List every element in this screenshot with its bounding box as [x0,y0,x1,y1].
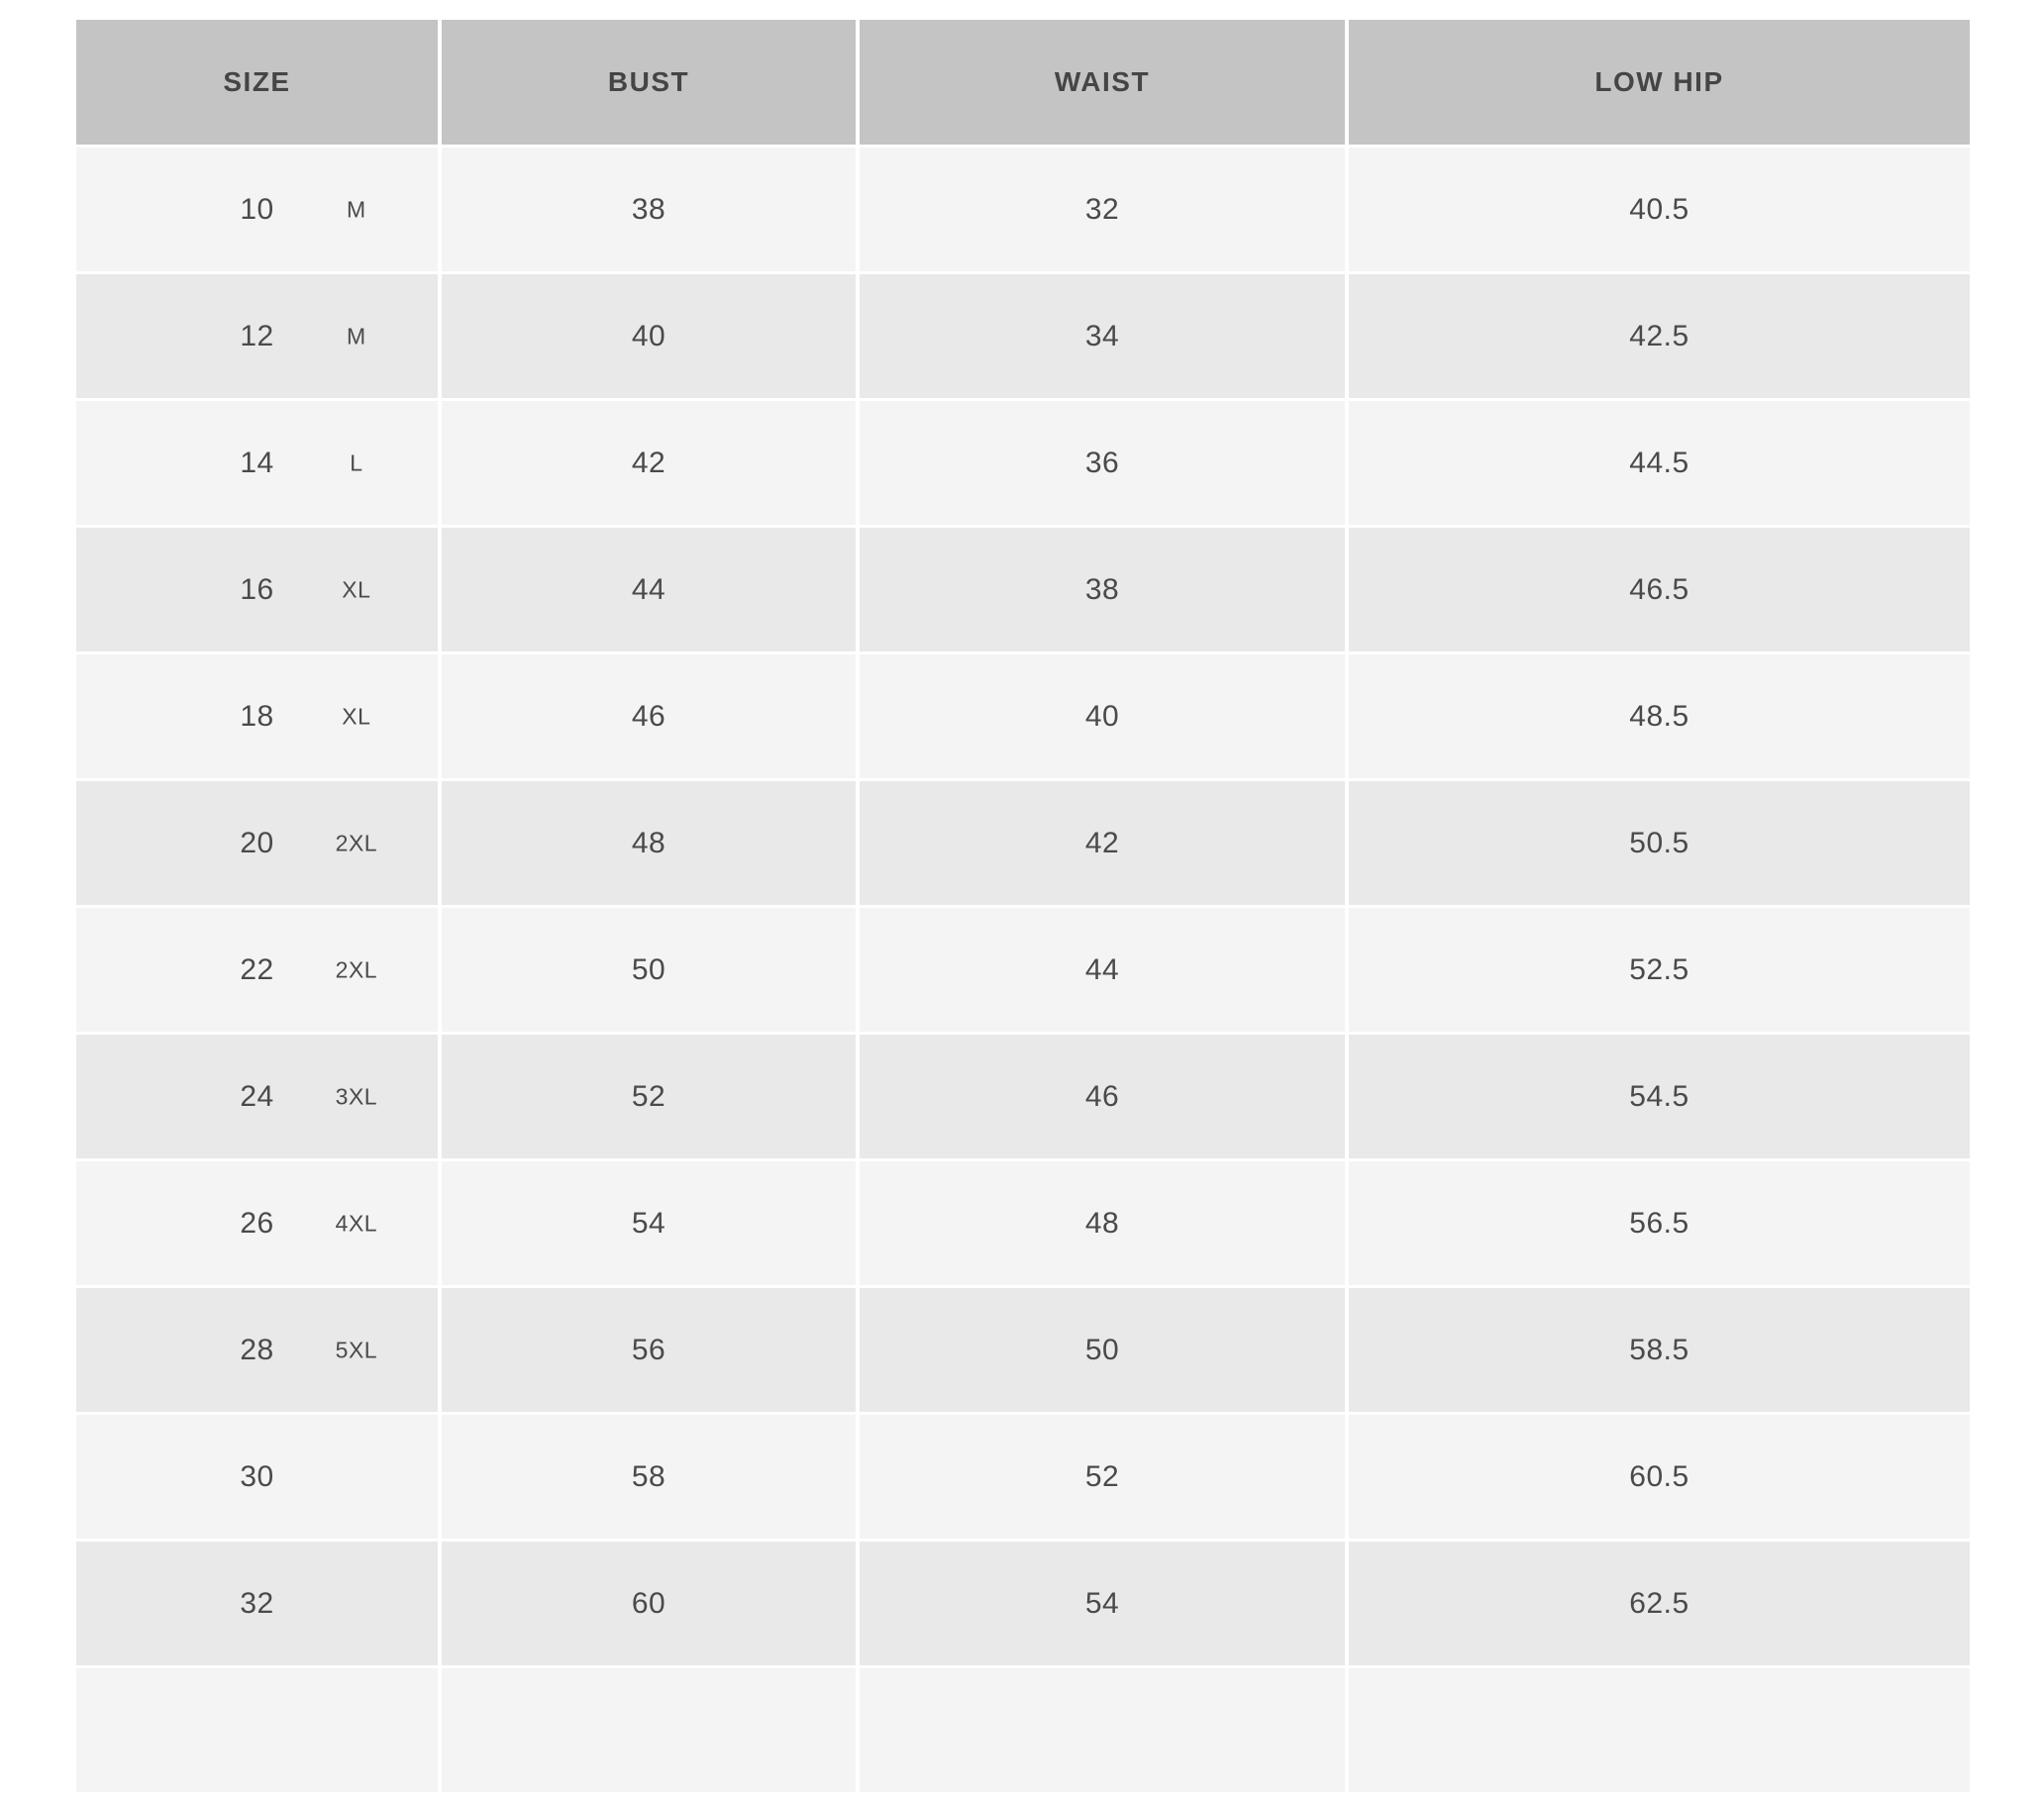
size-cell: 24 3XL [76,1035,438,1158]
low-hip-cell: 40.5 [1349,148,1970,271]
size-letter: 3XL [335,1083,378,1109]
size-cell: 26 4XL [76,1161,438,1285]
size-cell: 18 XL [76,654,438,778]
size-chart: SIZE BUST WAIST LOW HIP 10 M 38 32 40.5 1… [72,17,1974,1795]
col-header-size: SIZE [76,20,438,145]
low-hip-cell: 42.5 [1349,274,1970,398]
size-letter: XL [342,576,371,602]
waist-cell: 44 [860,908,1345,1032]
low-hip-cell [1349,1668,1970,1792]
bust-cell: 42 [442,401,856,525]
size-letter: M [347,323,366,349]
size-cell: 30 [76,1415,438,1539]
table-row: 10 M 38 32 40.5 [76,148,1970,271]
size-number: 12 [240,319,274,352]
waist-cell: 42 [860,781,1345,905]
size-number: 10 [240,192,274,226]
low-hip-cell: 56.5 [1349,1161,1970,1285]
waist-cell: 48 [860,1161,1345,1285]
waist-cell: 38 [860,528,1345,651]
table-row: 28 5XL 56 50 58.5 [76,1288,1970,1412]
size-number: 30 [240,1459,274,1493]
table-row: 14 L 42 36 44.5 [76,401,1970,525]
waist-cell: 46 [860,1035,1345,1158]
size-number: 32 [240,1586,274,1620]
low-hip-cell: 48.5 [1349,654,1970,778]
low-hip-cell: 52.5 [1349,908,1970,1032]
size-number: 20 [240,826,274,859]
size-number: 24 [240,1079,274,1113]
waist-cell: 40 [860,654,1345,778]
table-row-partial [76,1668,1970,1792]
size-cell: 16 XL [76,528,438,651]
low-hip-cell: 60.5 [1349,1415,1970,1539]
bust-cell [442,1668,856,1792]
size-cell: 22 2XL [76,908,438,1032]
table-row: 26 4XL 54 48 56.5 [76,1161,1970,1285]
low-hip-cell: 62.5 [1349,1542,1970,1665]
size-letter: XL [342,703,371,729]
size-cell: 12 M [76,274,438,398]
table-row: 22 2XL 50 44 52.5 [76,908,1970,1032]
bust-cell: 60 [442,1542,856,1665]
size-number: 22 [240,952,274,986]
bust-cell: 46 [442,654,856,778]
low-hip-cell: 44.5 [1349,401,1970,525]
table-row: 32 60 54 62.5 [76,1542,1970,1665]
size-letter: 2XL [335,956,378,982]
col-header-bust: BUST [442,20,856,145]
waist-cell [860,1668,1345,1792]
size-cell [76,1668,438,1792]
bust-cell: 44 [442,528,856,651]
header-row: SIZE BUST WAIST LOW HIP [76,20,1970,145]
size-number: 18 [240,699,274,733]
size-letter: 4XL [335,1210,378,1236]
table-row: 18 XL 46 40 48.5 [76,654,1970,778]
low-hip-cell: 46.5 [1349,528,1970,651]
bust-cell: 38 [442,148,856,271]
low-hip-cell: 50.5 [1349,781,1970,905]
bust-cell: 40 [442,274,856,398]
low-hip-cell: 58.5 [1349,1288,1970,1412]
size-letter: M [347,196,366,222]
low-hip-cell: 54.5 [1349,1035,1970,1158]
table-row: 24 3XL 52 46 54.5 [76,1035,1970,1158]
size-number: 16 [240,572,274,606]
size-chart-table: SIZE BUST WAIST LOW HIP 10 M 38 32 40.5 1… [72,17,1974,1795]
size-letter: 5XL [335,1337,378,1362]
size-number: 28 [240,1333,274,1366]
waist-cell: 34 [860,274,1345,398]
bust-cell: 52 [442,1035,856,1158]
size-cell: 14 L [76,401,438,525]
bust-cell: 48 [442,781,856,905]
waist-cell: 32 [860,148,1345,271]
size-letter: 2XL [335,830,378,855]
size-cell: 32 [76,1542,438,1665]
bust-cell: 58 [442,1415,856,1539]
table-row: 30 58 52 60.5 [76,1415,1970,1539]
size-number: 26 [240,1206,274,1240]
waist-cell: 52 [860,1415,1345,1539]
size-cell: 28 5XL [76,1288,438,1412]
table-row: 16 XL 44 38 46.5 [76,528,1970,651]
size-cell: 10 M [76,148,438,271]
bust-cell: 54 [442,1161,856,1285]
col-header-waist: WAIST [860,20,1345,145]
size-number: 14 [240,446,274,479]
table-row: 20 2XL 48 42 50.5 [76,781,1970,905]
size-letter: L [350,449,363,475]
bust-cell: 56 [442,1288,856,1412]
waist-cell: 54 [860,1542,1345,1665]
waist-cell: 50 [860,1288,1345,1412]
col-header-low-hip: LOW HIP [1349,20,1970,145]
table-row: 12 M 40 34 42.5 [76,274,1970,398]
size-cell: 20 2XL [76,781,438,905]
waist-cell: 36 [860,401,1345,525]
bust-cell: 50 [442,908,856,1032]
